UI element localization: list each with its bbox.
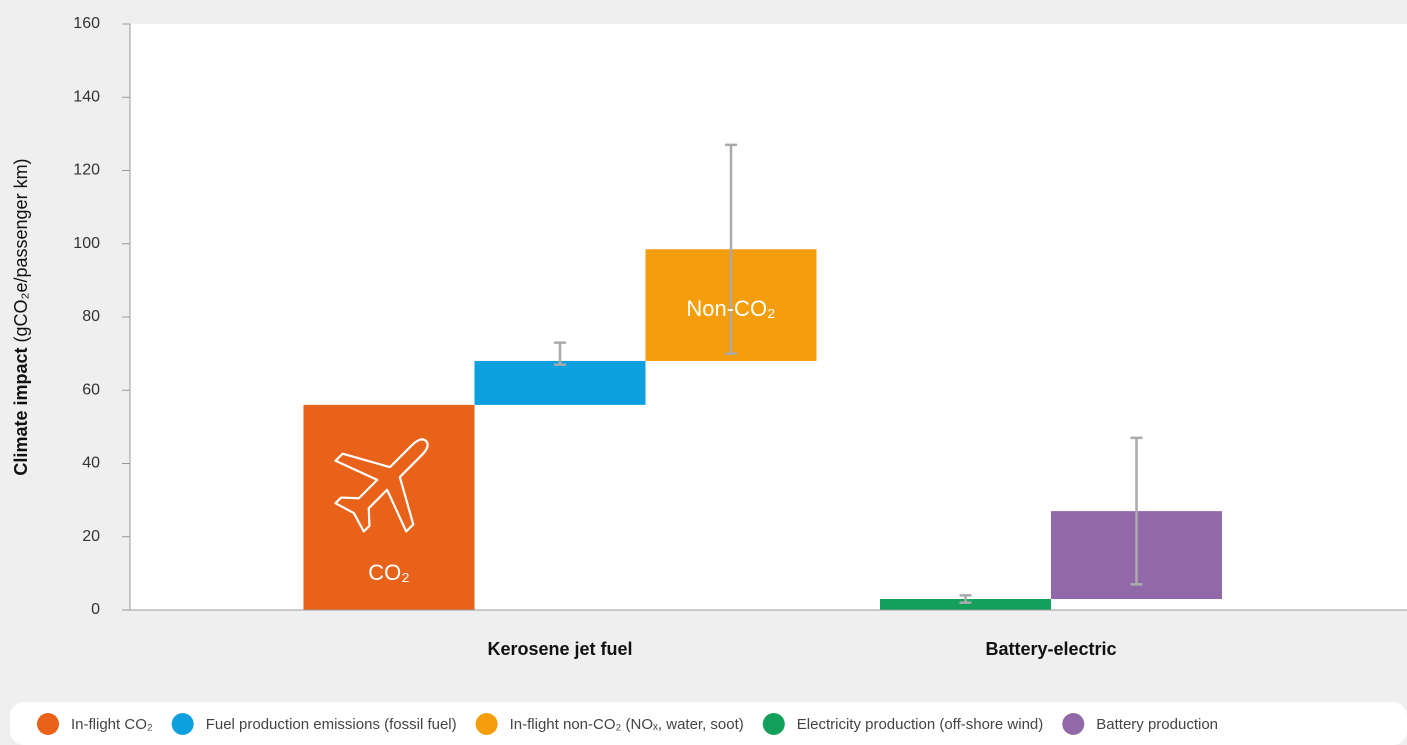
- y-tick-label: 60: [82, 381, 100, 398]
- error-bar: [1130, 436, 1143, 586]
- y-tick-label: 20: [82, 528, 100, 545]
- error-bar: [959, 594, 972, 604]
- y-tick-label: 40: [82, 455, 100, 472]
- plane-icon: [334, 438, 429, 533]
- annotation: Non-CO₂: [686, 296, 775, 321]
- legend-swatch: [762, 713, 785, 735]
- annotation: CO₂: [368, 560, 410, 585]
- legend-box: [10, 702, 1407, 745]
- legend-label: In-flight CO₂: [71, 716, 153, 733]
- x-tick-label: Battery-electric: [985, 639, 1116, 659]
- bar: [880, 599, 1051, 610]
- y-tick-label: 100: [73, 235, 100, 252]
- y-label-main: Climate impact: [11, 348, 31, 476]
- y-tick-label: 80: [82, 308, 100, 325]
- legend-swatch: [1062, 713, 1085, 735]
- y-tick-label: 120: [73, 162, 100, 179]
- marks: 0 20 40 60 80 100 120 140 160 Kerosene jet fuel Ba…: [73, 15, 1407, 659]
- legend-label: Battery production: [1096, 716, 1218, 733]
- y-axis-label: Climate impact (gCO₂e/passenger km): [11, 158, 31, 475]
- y-tick-label: 140: [73, 88, 100, 105]
- legend-label: Fuel production emissions (fossil fuel): [206, 716, 457, 733]
- legend-label: Electricity production (off-shore wind): [797, 716, 1044, 733]
- error-bar: [725, 143, 737, 355]
- y-label-unit: (gCO₂e/passenger km): [11, 158, 31, 342]
- legend-label: In-flight non-CO₂ (NOₓ, water, soot): [510, 716, 744, 733]
- bar: [303, 404, 475, 610]
- error-bar: [554, 341, 566, 366]
- legend-swatch: [171, 713, 194, 735]
- legend-swatch: [475, 713, 498, 735]
- y-tick-label: 160: [73, 15, 100, 32]
- legend-swatch: [37, 713, 59, 735]
- bar: [474, 360, 646, 405]
- x-tick-label: Kerosene jet fuel: [487, 639, 632, 659]
- y-tick-label: 0: [91, 601, 100, 618]
